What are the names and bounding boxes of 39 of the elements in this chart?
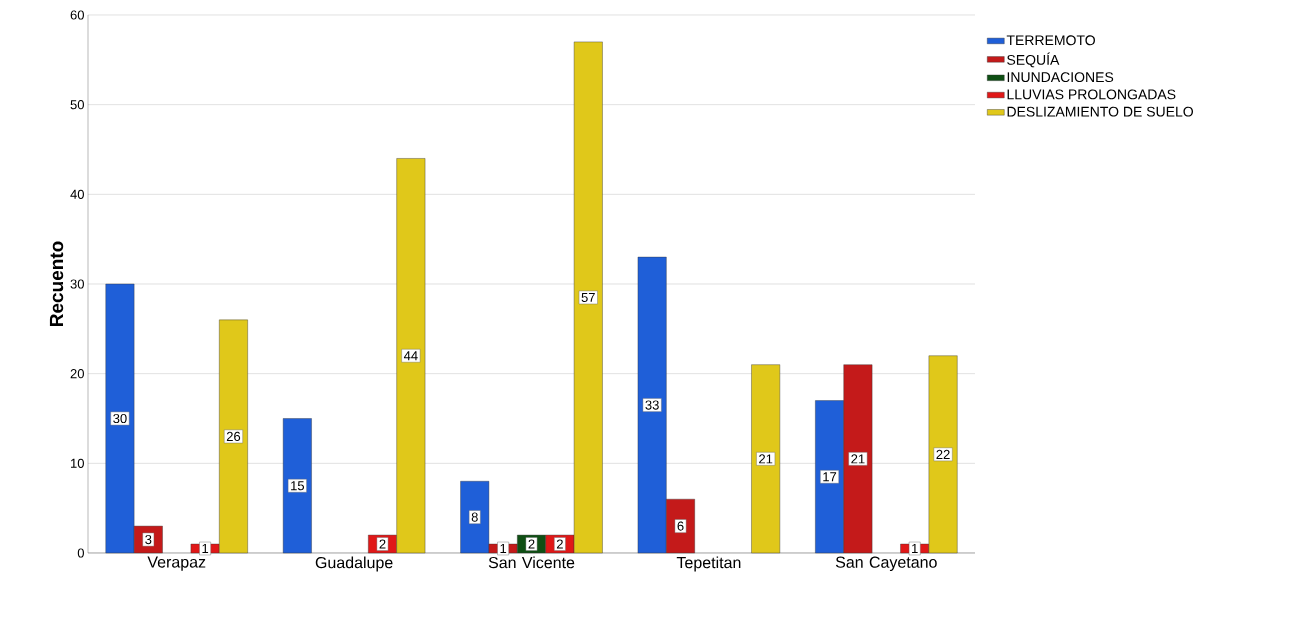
data-label: 21 (851, 454, 865, 464)
data-label: 1 (500, 544, 507, 553)
legend-label: INUNDACIONES (1007, 72, 1114, 83)
data-label: 22 (936, 449, 950, 459)
y-tick-label: 50 (70, 100, 84, 110)
data-label: 57 (581, 292, 595, 302)
legend-label: SEQUÍA (1007, 52, 1060, 68)
x-tick-label: San Cayetano (835, 556, 937, 571)
data-label: 1 (912, 544, 918, 553)
y-tick-label: 20 (70, 369, 84, 379)
data-label: 33 (645, 400, 659, 410)
legend-label: DESLIZAMIENTO DE SUELO (1007, 106, 1194, 117)
x-tick-label: Tepetitan (676, 556, 741, 572)
x-tick-label: Guadalupe (315, 556, 393, 572)
data-label: 26 (226, 431, 241, 442)
data-label: 8 (471, 512, 478, 522)
y-tick-label: 30 (70, 279, 84, 289)
data-label: 2 (556, 539, 563, 549)
bar (282, 418, 312, 554)
x-tick-label: San Vicente (488, 556, 575, 569)
y-tick-label: 60 (70, 10, 84, 20)
data-label: 3 (145, 534, 152, 545)
data-label: 1 (202, 544, 209, 553)
data-label: 17 (823, 472, 837, 482)
data-label: 21 (759, 454, 773, 464)
y-tick-label: 10 (71, 458, 84, 468)
legend-label: TERREMOTO (1006, 35, 1095, 46)
data-label: 2 (528, 539, 535, 549)
data-label: 2 (379, 539, 386, 549)
legend-label: LLUVIAS PROLONGADAS (1007, 89, 1176, 100)
y-tick-label: 0 (77, 548, 84, 558)
x-tick-label: Verapaz (147, 556, 206, 571)
data-label: 6 (677, 521, 684, 531)
data-label: 44 (403, 351, 418, 361)
y-tick-label: 40 (70, 189, 84, 199)
data-label: 30 (113, 413, 127, 424)
bar (751, 364, 781, 554)
y-axis-title: Recuento (49, 241, 64, 326)
data-label: 15 (291, 481, 305, 491)
